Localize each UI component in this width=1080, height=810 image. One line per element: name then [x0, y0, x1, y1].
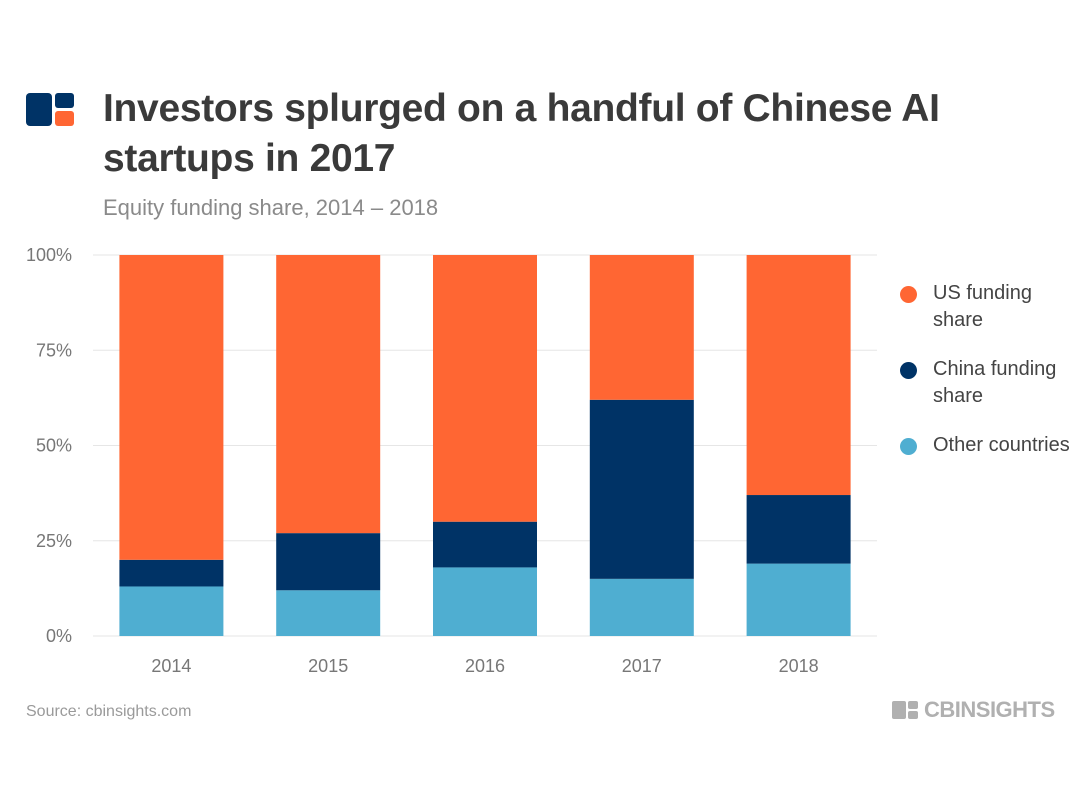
bar-segment-us-2017 [589, 255, 694, 400]
legend-label-us: US funding share [933, 282, 1032, 331]
bar-segment-other-2014 [119, 586, 224, 636]
bar-segment-other-2017 [589, 578, 694, 636]
legend-label-china: China funding share [933, 358, 1057, 407]
bar-segment-other-2015 [276, 590, 381, 636]
cb-insights-brand-icon [892, 701, 918, 719]
brand-name: CBINSIGHTS [924, 697, 1055, 722]
source-note: Source: cbinsights.com [26, 703, 192, 720]
x-tick-label: 2018 [779, 656, 819, 676]
bar-segment-us-2015 [276, 255, 381, 534]
stacked-bar-chart: 0% 25% 50% 75% 100% 2014 2015 2016 2017 2018 [26, 245, 877, 676]
bar-segment-us-2016 [433, 255, 537, 522]
bar-segment-china-2014 [119, 559, 224, 587]
bar-segment-us-2014 [119, 255, 224, 560]
legend-swatch-other [900, 438, 917, 455]
y-tick-label: 100% [26, 245, 72, 265]
bar-segment-china-2015 [276, 533, 381, 591]
legend-label-other: Other countries [933, 434, 1070, 456]
y-tick-label: 25% [36, 531, 72, 551]
x-tick-label: 2015 [308, 656, 348, 676]
y-tick-label: 0% [46, 626, 72, 646]
y-tick-label: 50% [36, 436, 72, 456]
legend-swatch-us [900, 286, 917, 303]
x-tick-label: 2014 [151, 656, 191, 676]
chart-subtitle: Equity funding share, 2014 – 2018 [103, 195, 439, 220]
bar-segment-china-2018 [746, 495, 851, 564]
x-tick-label: 2017 [622, 656, 662, 676]
brand-mark: CBINSIGHTS [892, 697, 1055, 723]
bar-segment-other-2016 [433, 567, 537, 636]
legend-swatch-china [900, 362, 917, 379]
bar-segment-china-2017 [589, 399, 694, 579]
bar-segment-us-2018 [746, 255, 851, 496]
chart-title: Investors splurged on a handful of Chine… [103, 87, 940, 180]
y-tick-label: 75% [36, 340, 72, 360]
x-tick-label: 2016 [465, 656, 505, 676]
bar-segment-other-2018 [746, 563, 851, 636]
cb-insights-logo-icon [26, 93, 74, 126]
bar-segment-china-2016 [433, 521, 537, 568]
